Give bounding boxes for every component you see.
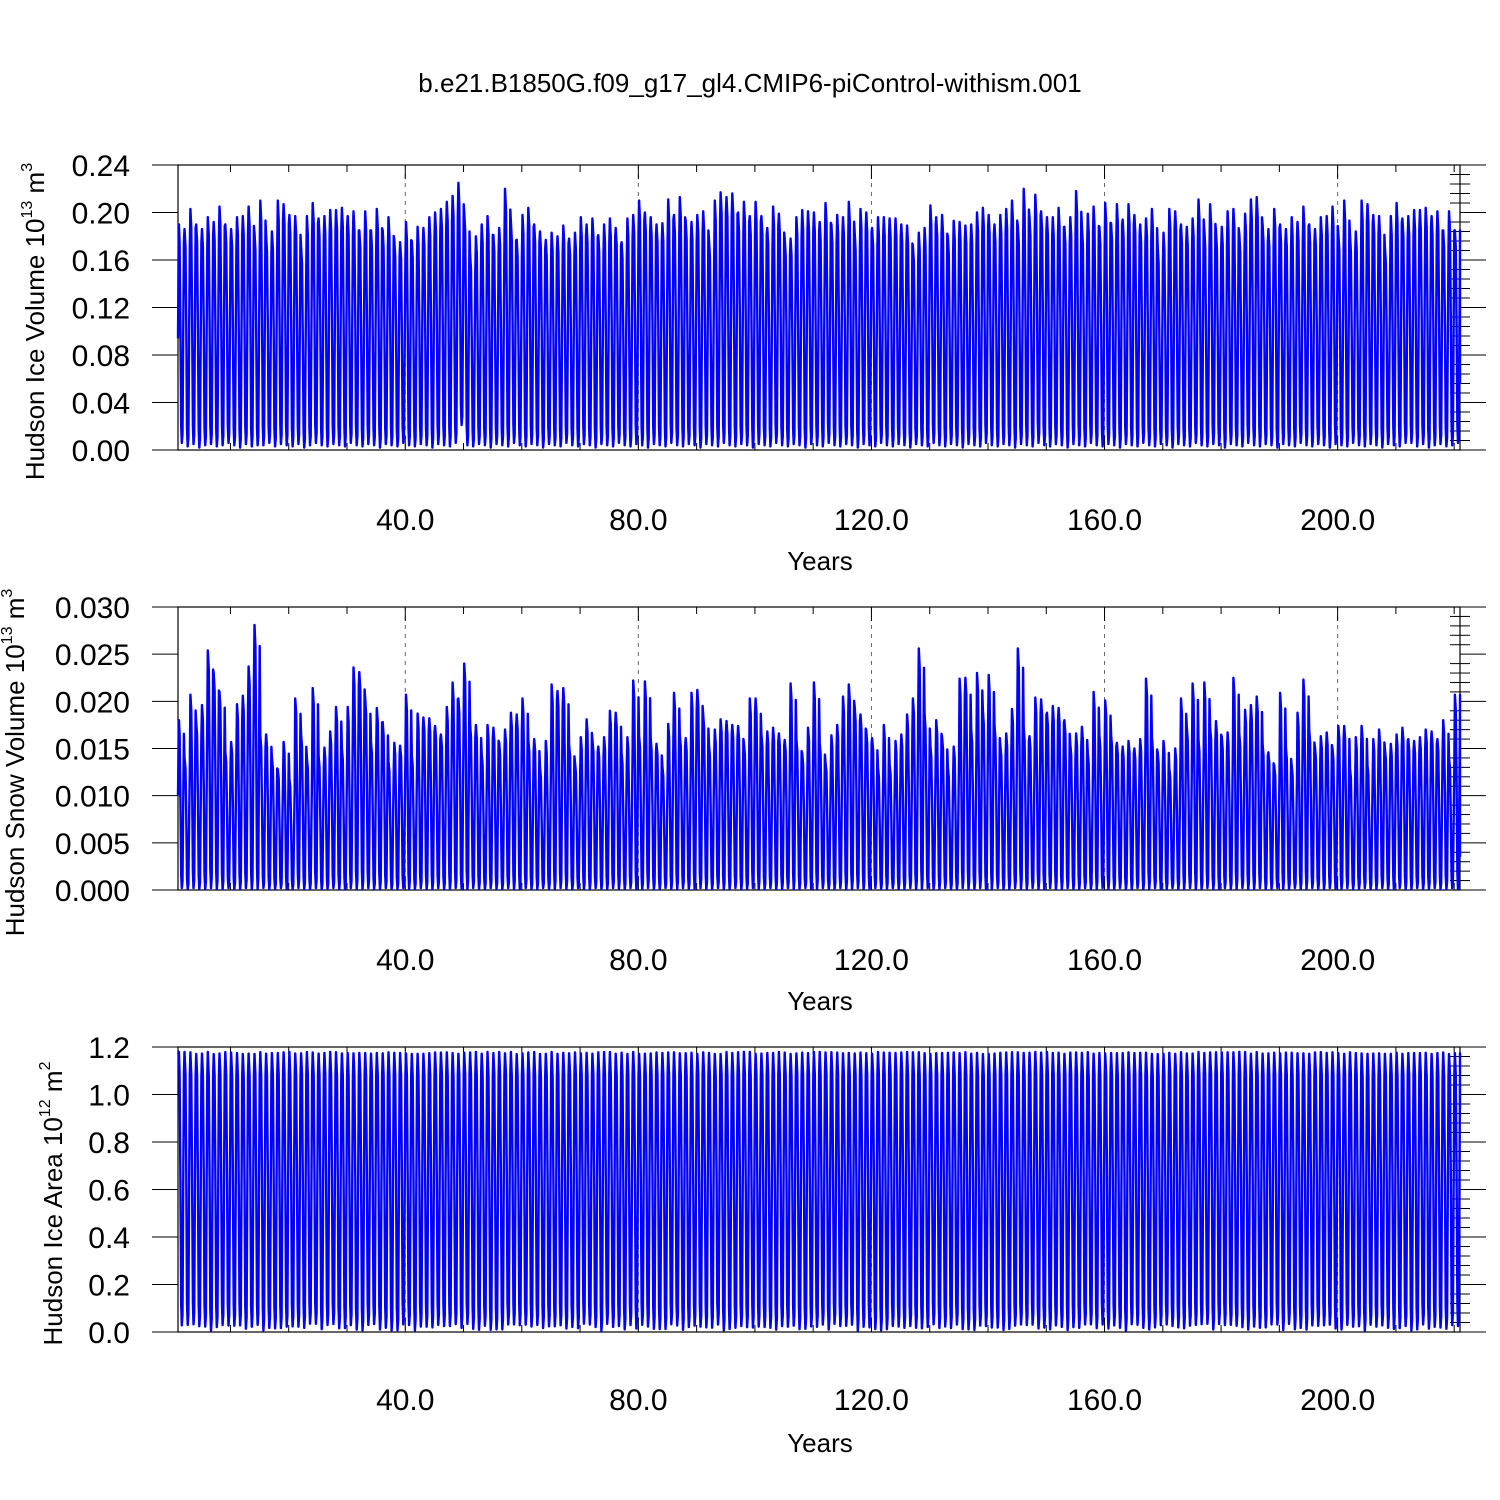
x-axis-title: Years <box>787 546 853 576</box>
series-line <box>176 181 1462 449</box>
y-tick-label: 0.4 <box>88 1222 130 1255</box>
series-line <box>176 1050 1462 1332</box>
y-tick-label: 0.08 <box>72 340 130 373</box>
y-tick-label: 1.2 <box>88 1032 130 1065</box>
y-tick-label: 0.015 <box>55 734 130 767</box>
x-tick-label: 200.0 <box>1300 1384 1375 1417</box>
y-tick-label: 1.0 <box>88 1080 130 1113</box>
x-axis-title: Years <box>787 986 853 1016</box>
x-tick-label: 120.0 <box>834 1384 909 1417</box>
y-tick-label: 0.005 <box>55 828 130 861</box>
x-tick-label: 160.0 <box>1067 504 1142 537</box>
x-tick-label: 200.0 <box>1300 504 1375 537</box>
panel-2: 40.0 80.0 120.0 160.0 200.0 0.000 0.005 0.010 0.… <box>0 589 1486 1016</box>
y-tick-label: 0.030 <box>55 592 130 625</box>
x-tick-label: 40.0 <box>376 944 434 977</box>
x-axis-title: Years <box>787 1428 853 1458</box>
x-tick-label: 80.0 <box>609 504 667 537</box>
x-tick-label: 120.0 <box>834 504 909 537</box>
figure-title: b.e21.B1850G.f09_g17_gl4.CMIP6-piControl… <box>418 68 1081 98</box>
x-tick-label: 200.0 <box>1300 944 1375 977</box>
y-tick-label: 0.00 <box>72 435 130 468</box>
x-tick-label: 160.0 <box>1067 944 1142 977</box>
panels: 40.0 80.0 120.0 160.0 200.0 0.00 0.04 0.08 0.12 0… <box>0 150 1486 1458</box>
x-tick-label: 80.0 <box>609 944 667 977</box>
y-tick-label: 0.2 <box>88 1270 130 1303</box>
y-tick-label: 0.24 <box>72 150 130 183</box>
series-line <box>176 623 1462 891</box>
y-tick-label: 0.010 <box>55 781 130 814</box>
panel-1: 40.0 80.0 120.0 160.0 200.0 0.00 0.04 0.08 0.12 0… <box>19 150 1486 576</box>
y-tick-label: 0.16 <box>72 245 130 278</box>
y-tick-label: 0.8 <box>88 1127 130 1160</box>
y-tick-label: 0.000 <box>55 875 130 908</box>
x-tick-label: 120.0 <box>834 944 909 977</box>
y-tick-label: 0.0 <box>88 1317 130 1350</box>
y-tick-label: 0.12 <box>72 293 130 326</box>
x-tick-label: 80.0 <box>609 1384 667 1417</box>
x-tick-label: 40.0 <box>376 1384 434 1417</box>
y-tick-label: 0.025 <box>55 639 130 672</box>
y-axis-title: Hudson Ice Area 1012 m2 <box>37 1061 68 1345</box>
y-axis-title: Hudson Snow Volume 1013 m3 <box>0 589 30 937</box>
y-tick-label: 0.04 <box>72 388 130 421</box>
panel-3: 40.0 80.0 120.0 160.0 200.0 0.0 0.2 0.4 0.6 0.8 1.… <box>37 1032 1486 1458</box>
y-tick-label: 0.020 <box>55 686 130 719</box>
y-tick-label: 0.20 <box>72 198 130 231</box>
y-axis-title: Hudson Ice Volume 1013 m3 <box>19 163 50 480</box>
y-tick-label: 0.6 <box>88 1175 130 1208</box>
x-tick-label: 160.0 <box>1067 1384 1142 1417</box>
x-tick-label: 40.0 <box>376 504 434 537</box>
